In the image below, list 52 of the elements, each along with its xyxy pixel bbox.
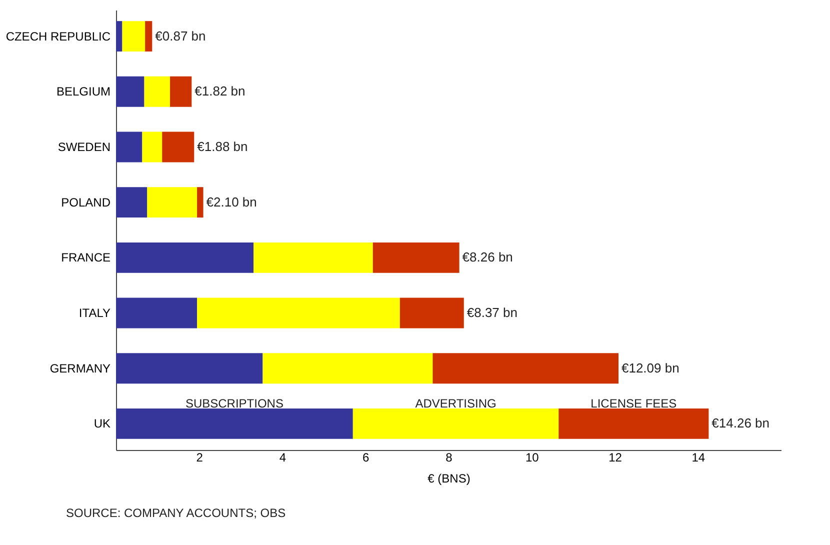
y-tick-label: SWEDEN	[58, 140, 110, 154]
total-label: €2.10 bn	[206, 194, 257, 210]
y-tick-label: GERMANY	[50, 361, 110, 376]
total-label: €0.87 bn	[155, 28, 206, 44]
bar	[116, 408, 353, 439]
y-tick-label: BELGIUM	[56, 84, 110, 99]
bar	[352, 408, 559, 439]
bar	[116, 242, 254, 273]
x-tick-label: 6	[362, 450, 370, 464]
y-tick-label: UK	[94, 416, 110, 431]
x-tick-label: 8	[446, 450, 453, 464]
bar	[372, 242, 460, 273]
bar	[400, 298, 464, 328]
x-axis-title: € (BNS)	[428, 472, 470, 486]
bar	[145, 21, 152, 52]
series-label: ADVERTISING	[415, 396, 496, 411]
bar	[170, 76, 192, 107]
x-tick-label: 14	[692, 450, 706, 464]
y-tick-label: FRANCE	[61, 250, 110, 265]
bar	[262, 353, 433, 384]
bar	[162, 132, 194, 162]
bar	[116, 298, 198, 328]
bar	[197, 298, 400, 328]
total-label: €14.26 bn	[712, 416, 770, 431]
y-tick-label: POLAND	[61, 195, 111, 210]
bar	[147, 187, 198, 218]
x-tick-label: 10	[525, 450, 540, 464]
x-tick-label: 12	[608, 450, 622, 464]
bar	[116, 187, 148, 218]
total-label: €12.09 bn	[621, 360, 680, 376]
bar	[197, 187, 204, 218]
total-label: €1.82 bn	[194, 84, 246, 99]
series-label: SUBSCRIPTIONS	[185, 396, 284, 411]
bar	[144, 76, 170, 107]
total-label: €8.26 bn	[462, 250, 513, 265]
bar	[116, 353, 263, 384]
y-tick-label: CZECH REPUBLIC	[6, 29, 111, 44]
bar	[142, 132, 162, 162]
y-tick-label: ITALY	[78, 306, 110, 320]
total-label: €1.88 bn	[197, 138, 248, 154]
series-label: LICENSE FEES	[590, 396, 677, 411]
total-label: €8.37 bn	[466, 305, 518, 320]
source-note: SOURCE: COMPANY ACCOUNTS; OBS	[66, 506, 286, 520]
x-tick-label: 4	[279, 450, 286, 464]
bar	[116, 21, 122, 52]
bar	[254, 242, 373, 273]
bar	[116, 132, 142, 162]
bar	[558, 408, 709, 439]
bar	[432, 353, 618, 384]
x-tick-label: 2	[196, 450, 204, 464]
bar	[122, 21, 146, 52]
bar	[116, 76, 144, 107]
